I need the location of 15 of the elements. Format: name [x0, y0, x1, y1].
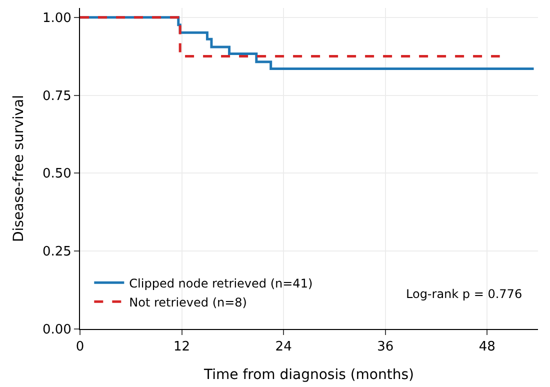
y-tick-label: 0.50 [42, 166, 72, 182]
x-tick-label: 0 [76, 340, 84, 355]
x-tick-label: 24 [275, 340, 292, 355]
y-axis-title: Disease-free survival [11, 94, 28, 242]
y-tick-label: 0.75 [42, 88, 72, 104]
legend-label: Not retrieved (n=8) [129, 295, 247, 310]
x-tick-label: 48 [478, 340, 496, 355]
legend-label: Clipped node retrieved (n=41) [129, 276, 313, 290]
y-tick-label: 0.00 [42, 322, 72, 338]
y-tick-label: 1.00 [42, 10, 72, 26]
x-tick-label: 12 [174, 340, 190, 355]
x-axis-title: Time from diagnosis (months) [202, 366, 414, 383]
annotation: Log-rank p = 0.776 [406, 287, 522, 301]
y-tick-label: 0.25 [42, 244, 72, 260]
x-tick-label: 36 [377, 340, 394, 355]
